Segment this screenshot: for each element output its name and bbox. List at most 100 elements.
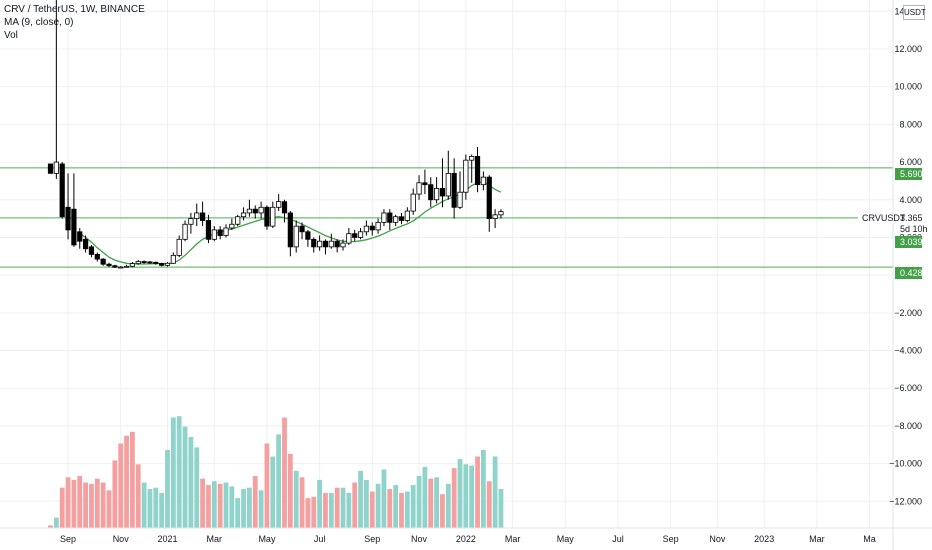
candle-body (264, 206, 270, 227)
volume-bar (170, 417, 176, 528)
volume-bar (153, 487, 159, 528)
volume-bar (469, 465, 475, 528)
y-tick-label: 4.000 (899, 195, 922, 205)
y-tick-label: −2.000 (894, 308, 922, 318)
candle-body (252, 208, 258, 214)
volume-bar (159, 492, 165, 528)
ma-value-tag (895, 236, 922, 248)
candle-body (270, 206, 276, 227)
currency-button[interactable]: USDT (903, 5, 926, 20)
countdown-label: 5d 10h (900, 224, 928, 234)
volume-bar (200, 478, 205, 528)
volume-bar (235, 498, 241, 528)
candle-body (439, 188, 446, 197)
candle-body (112, 265, 118, 268)
candle-body (357, 231, 364, 238)
volume-bar (83, 482, 88, 528)
y-tick-label: −8.000 (894, 421, 922, 431)
symbol-title[interactable]: CRV / TetherUS, 1W, BINANCE (4, 4, 145, 15)
candle-body (293, 225, 299, 248)
volume-bar (358, 470, 363, 528)
candle-body (235, 216, 241, 225)
volume-bar (457, 459, 463, 528)
candle-body (469, 156, 475, 161)
volume-bar (241, 489, 246, 528)
volume-bar (293, 470, 299, 528)
candle-body (223, 227, 229, 236)
candle-body (322, 240, 329, 248)
candle-body (106, 263, 112, 267)
volume-bar (247, 487, 252, 528)
y-tick-label: −4.000 (894, 346, 922, 356)
x-tick-label: May (557, 534, 575, 544)
candle-body (398, 216, 405, 221)
candle-body (463, 159, 469, 193)
y-tick-label: 10.000 (894, 82, 922, 92)
volume-bar (364, 479, 369, 528)
candle-body (164, 262, 171, 266)
candle-body (422, 182, 428, 186)
resistance-label: 5.690 (900, 169, 923, 179)
ma-indicator-title[interactable]: MA (9, close, 0) (4, 17, 74, 28)
x-tick-label: Nov (411, 534, 428, 544)
candle-body (445, 172, 451, 197)
candle-body (182, 223, 188, 240)
volume-bar (194, 447, 200, 528)
volume-bar (445, 483, 451, 528)
volume-bar (305, 498, 311, 528)
candle-body (129, 263, 135, 267)
candle-body (457, 191, 463, 208)
volume-bar (463, 464, 469, 528)
candle-body (88, 246, 95, 255)
volume-bar (323, 492, 328, 528)
volume-bar (77, 476, 83, 528)
volume-bar (188, 437, 194, 528)
y-tick-label: −12.000 (889, 496, 922, 506)
candle-body (199, 212, 206, 221)
volume-bar (434, 477, 439, 528)
candle-body (176, 238, 182, 256)
volume-indicator-title[interactable]: Vol (4, 30, 18, 41)
candle-body (240, 212, 247, 218)
candle-body (217, 229, 223, 236)
x-tick-label: Sep (364, 534, 380, 544)
horizontal-levels[interactable] (0, 167, 893, 268)
volume-bar (317, 479, 322, 528)
candle-body (375, 221, 381, 231)
candle-body (194, 212, 200, 219)
volume-bar (282, 417, 287, 528)
candle-body (346, 233, 352, 244)
candle-body (387, 212, 393, 223)
volume-bar (217, 483, 223, 528)
volume-bar (135, 464, 141, 528)
resistance-tag (895, 168, 922, 180)
volume-bar (65, 477, 71, 528)
volume-bar (270, 456, 276, 528)
candlesticks (47, 0, 504, 269)
candle-body (123, 265, 130, 268)
volume-bar (100, 482, 106, 528)
candle-body (352, 233, 358, 238)
y-tick-label: −6.000 (894, 383, 922, 393)
volume-bar (276, 434, 282, 528)
candle-body (299, 225, 305, 233)
x-tick-label: Mar (207, 534, 223, 544)
x-tick-label: Sep (60, 534, 76, 544)
candle-body (474, 156, 481, 186)
volume-bar (118, 443, 124, 528)
volume-bar (422, 466, 428, 528)
volume-bars (48, 416, 504, 528)
volume-bar (486, 481, 492, 528)
candle-body (480, 176, 487, 186)
candle-body (53, 161, 59, 174)
volume-bar (416, 476, 422, 528)
y-tick-label: 8.000 (899, 119, 922, 129)
y-tick-label: −10.000 (889, 459, 922, 469)
volume-bar (141, 482, 147, 528)
volume-bar (299, 477, 305, 528)
volume-bar (492, 456, 498, 528)
support-tag (895, 267, 922, 279)
x-tick-label: May (258, 534, 276, 544)
volume-bar (311, 496, 317, 528)
